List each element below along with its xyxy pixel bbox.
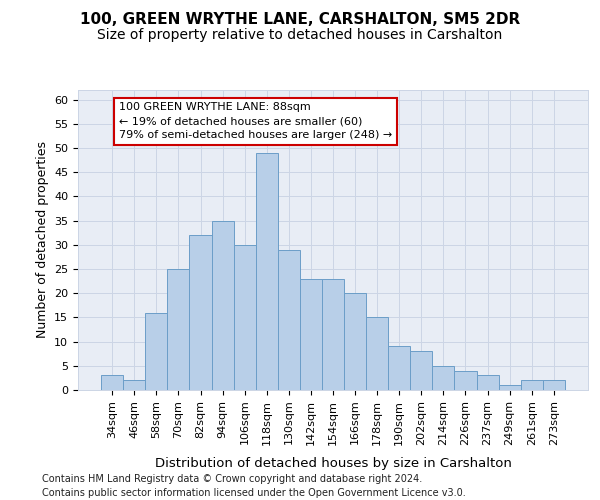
Bar <box>388 346 410 390</box>
Bar <box>454 370 476 390</box>
Bar <box>322 278 344 390</box>
Bar <box>123 380 145 390</box>
Bar <box>145 312 167 390</box>
Bar <box>167 269 190 390</box>
Bar <box>499 385 521 390</box>
Bar <box>190 235 212 390</box>
Bar <box>366 318 388 390</box>
Bar <box>233 245 256 390</box>
Text: Size of property relative to detached houses in Carshalton: Size of property relative to detached ho… <box>97 28 503 42</box>
Text: Distribution of detached houses by size in Carshalton: Distribution of detached houses by size … <box>155 458 511 470</box>
Text: 100, GREEN WRYTHE LANE, CARSHALTON, SM5 2DR: 100, GREEN WRYTHE LANE, CARSHALTON, SM5 … <box>80 12 520 28</box>
Text: 100 GREEN WRYTHE LANE: 88sqm
← 19% of detached houses are smaller (60)
79% of se: 100 GREEN WRYTHE LANE: 88sqm ← 19% of de… <box>119 102 392 140</box>
Bar <box>543 380 565 390</box>
Bar <box>212 220 233 390</box>
Bar <box>300 278 322 390</box>
Bar <box>278 250 300 390</box>
Text: Contains HM Land Registry data © Crown copyright and database right 2024.
Contai: Contains HM Land Registry data © Crown c… <box>42 474 466 498</box>
Bar <box>521 380 543 390</box>
Bar <box>344 293 366 390</box>
Bar <box>256 153 278 390</box>
Y-axis label: Number of detached properties: Number of detached properties <box>35 142 49 338</box>
Bar <box>101 376 123 390</box>
Bar <box>433 366 454 390</box>
Bar <box>410 352 433 390</box>
Bar <box>476 376 499 390</box>
